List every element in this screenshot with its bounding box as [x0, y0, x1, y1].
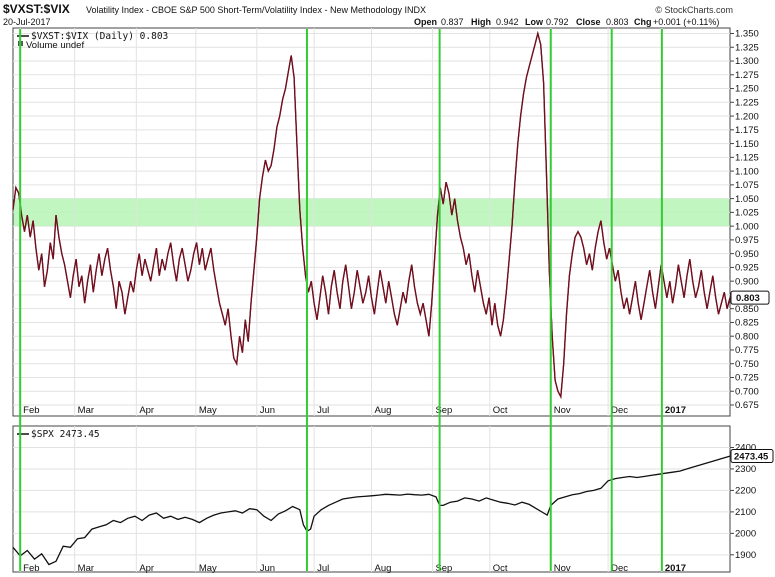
ratio-x-tick-label: 2017	[665, 405, 686, 416]
ratio-x-tick-label: Jun	[260, 405, 275, 416]
ratio-y-tick-label: 0.825	[735, 318, 759, 329]
ratio-y-tick-label: 1.250	[735, 84, 759, 95]
chg-value: +0.001 (+0.11%)	[653, 17, 719, 27]
ratio-y-tick-label: 0.975	[735, 235, 759, 246]
ratio-y-tick-label: 1.175	[735, 125, 759, 136]
ratio-y-tick-label: 1.000	[735, 221, 759, 232]
ratio-last-value-flag: 0.803	[730, 290, 770, 305]
spx-y-tick-label: 2000	[735, 529, 756, 540]
spx-x-tick-label: Sep	[435, 563, 452, 574]
spx-series-line	[12, 455, 731, 566]
ratio-last-value: 0.803	[736, 293, 760, 304]
ratio-y-tick-label: 1.025	[735, 208, 759, 219]
ratio-y-tick-label: 1.050	[735, 194, 759, 205]
spx-panel: 2400 2300 2200 2100 2000 1900 $SPX 2473.45 Fe…	[12, 425, 756, 574]
ratio-y-tick-label: 0.675	[735, 400, 759, 411]
ratio-x-tick-label: May	[199, 405, 217, 416]
ratio-x-tick-label: Feb	[23, 405, 39, 416]
ratio-legend-series: $VXST:$VIX (Daily) 0.803	[31, 31, 168, 42]
ratio-y-tick-label: 0.775	[735, 345, 759, 356]
spx-x-tick-label: Nov	[554, 563, 571, 574]
spx-legend-series: $SPX 2473.45	[31, 429, 100, 440]
spx-x-tick-label: 2017	[665, 563, 686, 574]
high-value: 0.942	[496, 17, 519, 27]
ratio-y-tick-label: 0.800	[735, 331, 759, 342]
low-value: 0.792	[546, 17, 569, 27]
spx-x-tick-label: Dec	[611, 563, 628, 574]
spx-x-tick-label: Jul	[317, 563, 329, 574]
spx-x-tick-label: Feb	[23, 563, 39, 574]
chart-date: 20-Jul-2017	[3, 17, 51, 27]
spx-x-tick-label: Oct	[493, 563, 508, 574]
ratio-y-tick-label: 0.925	[735, 263, 759, 274]
ratio-x-axis: Feb Mar Apr May Jun Jul Aug Sep Oct Nov Dec 2017	[23, 405, 686, 416]
ratio-y-tick-label: 1.350	[735, 29, 759, 40]
ratio-y-tick-label: 1.100	[735, 166, 759, 177]
close-label: Close	[576, 17, 601, 27]
ratio-x-tick-label: Mar	[78, 405, 94, 416]
ratio-y-tick-label: 1.075	[735, 180, 759, 191]
ratio-y-tick-label: 1.325	[735, 42, 759, 53]
ratio-x-tick-label: Nov	[554, 405, 571, 416]
spx-y-tick-label: 2100	[735, 507, 756, 518]
brand-label: © StockCharts.com	[655, 5, 733, 15]
ratio-panel: 1.350 1.325 1.300 1.275 1.250 1.225 1.200 1.175…	[12, 27, 759, 417]
spx-y-tick-label: 2200	[735, 486, 756, 497]
volume-legend: Volume undef	[26, 40, 84, 51]
spx-x-tick-label: Jun	[260, 563, 275, 574]
ratio-y-tick-label: 0.900	[735, 276, 759, 287]
ratio-y-tick-label: 1.200	[735, 111, 759, 122]
ratio-y-tick-label: 1.150	[735, 139, 759, 150]
ratio-y-tick-label: 1.300	[735, 56, 759, 67]
ratio-y-tick-label: 0.950	[735, 249, 759, 260]
ratio-x-tick-label: Aug	[375, 405, 392, 416]
spx-last-value-flag: 2473.45	[730, 449, 774, 464]
spx-x-tick-label: Apr	[139, 563, 154, 574]
ratio-series-line	[12, 30, 731, 399]
event-markers	[19, 29, 663, 571]
ratio-y-tick-label: 1.275	[735, 70, 759, 81]
spx-x-tick-label: Mar	[78, 563, 94, 574]
spx-last-value: 2473.45	[734, 451, 769, 462]
spx-grid	[13, 426, 730, 572]
ratio-x-tick-label: Oct	[493, 405, 508, 416]
ohlc-readout: Open 0.837 High 0.942 Low 0.792 Close 0.…	[414, 17, 719, 27]
ratio-y-tick-label: 0.725	[735, 373, 759, 384]
low-label: Low	[525, 17, 544, 27]
ratio-y-tick-label: 1.225	[735, 97, 759, 108]
ratio-x-tick-label: Jul	[317, 405, 329, 416]
chg-label: Chg	[634, 17, 652, 27]
high-label: High	[471, 17, 491, 27]
spx-y-tick-label: 2300	[735, 464, 756, 475]
ratio-y-tick-label: 0.700	[735, 386, 759, 397]
ratio-y-axis: 1.350 1.325 1.300 1.275 1.250 1.225 1.200 1.175…	[730, 29, 759, 411]
spx-legend: $SPX 2473.45	[17, 429, 100, 440]
spx-x-tick-label: Aug	[375, 563, 392, 574]
open-label: Open	[414, 17, 437, 27]
ratio-y-tick-label: 1.125	[735, 153, 759, 164]
chart-description: Volatility Index - CBOE S&P 500 Short-Te…	[86, 5, 426, 15]
ratio-y-tick-label: 0.750	[735, 359, 759, 370]
ratio-x-tick-label: Sep	[435, 405, 452, 416]
ratio-x-tick-label: Apr	[139, 405, 154, 416]
ratio-x-tick-label: Dec	[611, 405, 628, 416]
spx-y-tick-label: 1900	[735, 550, 756, 561]
spx-y-tick-label: 2400	[735, 443, 756, 454]
ratio-y-tick-label: 0.850	[735, 304, 759, 315]
spx-y-axis: 2400 2300 2200 2100 2000 1900	[730, 443, 756, 561]
chart-symbol: $VXST:$VIX	[3, 2, 70, 16]
open-value: 0.837	[441, 17, 464, 27]
spx-x-tick-label: May	[199, 563, 217, 574]
ratio-last-value-box	[730, 290, 770, 305]
spx-last-value-box	[730, 449, 774, 464]
spx-x-axis: Feb Mar Apr May Jun Jul Aug Sep Oct Nov Dec 2017	[23, 563, 686, 574]
close-value: 0.803	[606, 17, 629, 27]
